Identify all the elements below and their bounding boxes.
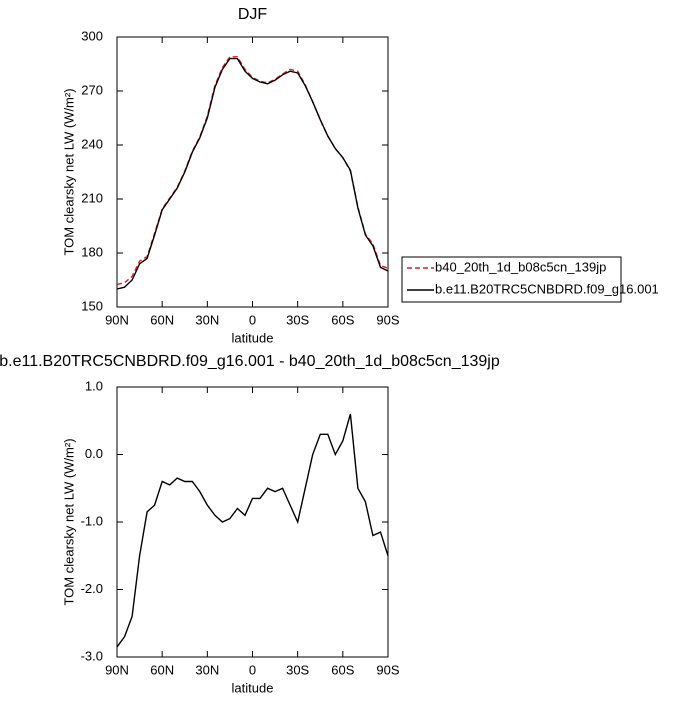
y-tick-label: -3.0 [81,648,103,663]
x-tick-label: 0 [249,312,256,327]
y-tick-label: 210 [81,190,103,205]
chart-title: b.e11.B20TRC5CNBDRD.f09_g16.001 - b40_20… [0,353,500,370]
y-axis-label: TOM clearsky net LW (W/m²) [61,88,76,255]
x-axis-label: latitude [232,680,274,695]
legend-box [401,256,622,303]
x-tick-label: 90S [376,662,399,677]
x-tick-label: 30N [195,662,219,677]
y-tick-label: 270 [81,82,103,97]
x-tick-label: 60S [331,312,354,327]
y-tick-label: 240 [81,136,103,151]
x-axis-label: latitude [232,330,274,345]
x-tick-label: 90N [105,662,129,677]
y-tick-label: 180 [81,244,103,259]
y-axis-label: TOM clearsky net LW (W/m²) [61,438,76,605]
x-tick-label: 30S [286,312,309,327]
y-tick-label: -1.0 [81,513,103,528]
x-tick-label: 60S [331,662,354,677]
x-tick-label: 30S [286,662,309,677]
chart-title: DJF [238,6,268,23]
y-tick-label: 1.0 [85,378,103,393]
x-tick-label: 30N [195,312,219,327]
x-tick-label: 90S [376,312,399,327]
y-tick-label: 0.0 [85,446,103,461]
plot-frame [116,386,389,658]
y-tick-label: 150 [81,298,103,313]
x-tick-label: 0 [249,662,256,677]
x-tick-label: 60N [150,662,174,677]
x-tick-label: 60N [150,312,174,327]
y-tick-label: 300 [81,28,103,43]
data-line [116,413,389,648]
y-tick-label: -2.0 [81,581,103,596]
data-line [116,57,389,290]
legend-label: b.e11.B20TRC5CNBDRD.f09_g16.001 [435,281,659,296]
x-tick-label: 90N [105,312,129,327]
legend-label: b40_20th_1d_b08c5cn_139jp [435,259,606,274]
data-line [116,56,389,286]
